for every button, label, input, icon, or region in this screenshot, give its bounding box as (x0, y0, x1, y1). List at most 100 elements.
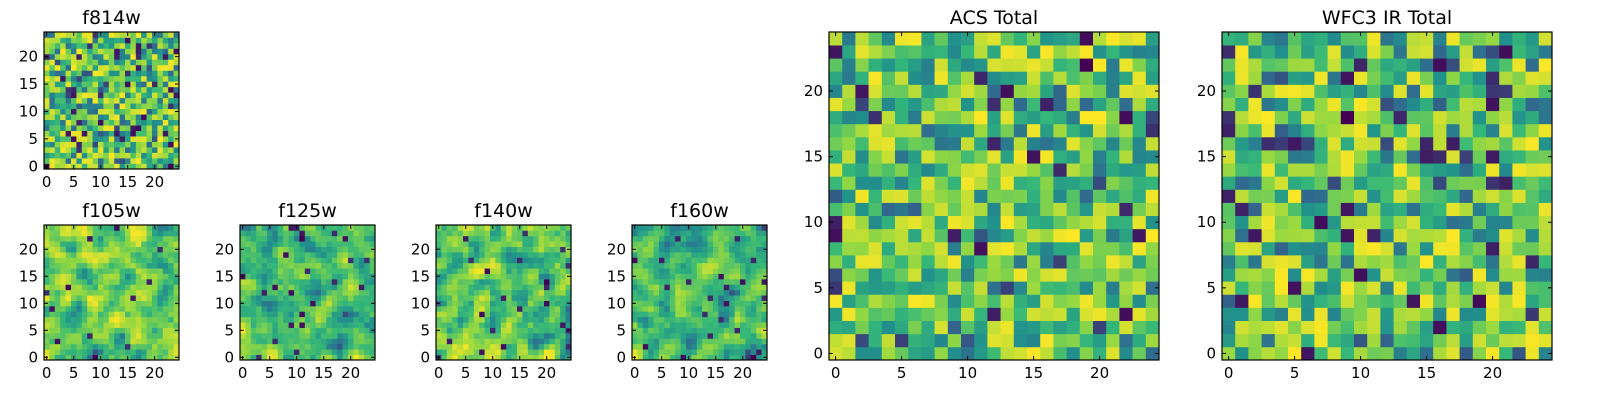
heatmap-cells (44, 32, 180, 170)
heatmap-cell (337, 252, 343, 258)
heatmap-cell (533, 289, 539, 296)
heatmap-cell (1446, 84, 1460, 98)
heatmap-cell (974, 320, 988, 335)
heatmap-cell (664, 284, 671, 291)
heatmap-cell (103, 241, 110, 247)
heatmap-cell (141, 311, 147, 318)
heatmap-cell (452, 268, 458, 274)
heatmap-cell (277, 343, 284, 350)
heatmap-cell (157, 241, 164, 247)
heatmap-cell (60, 246, 66, 253)
heatmap-cell (272, 300, 279, 307)
heatmap-cell (691, 327, 698, 334)
heatmap-cell (108, 75, 115, 82)
heatmap-cell (87, 108, 93, 115)
heatmap-cell (1380, 189, 1394, 203)
heatmap-cell (98, 48, 104, 55)
heatmap-cell (98, 108, 104, 115)
heatmap-cell (1106, 150, 1120, 164)
heatmap-cell (895, 71, 909, 85)
heatmap-cell (267, 300, 273, 307)
heatmap-cell (272, 289, 279, 296)
heatmap-cell (1000, 202, 1015, 217)
heatmap-cell (632, 343, 638, 350)
heatmap-cell (446, 252, 453, 258)
heatmap-cell (642, 246, 649, 253)
heatmap-cell (76, 130, 83, 137)
heatmap-cell (130, 42, 137, 49)
heatmap-cell (436, 343, 442, 350)
heatmap-cell (829, 97, 843, 112)
heatmap-cell (130, 92, 137, 99)
heatmap-cell (92, 273, 99, 280)
heatmap-cell (691, 279, 698, 285)
heatmap-cell (108, 311, 115, 318)
heatmap-cell (947, 333, 962, 348)
heatmap-cell (1459, 84, 1474, 98)
heatmap-cell (1420, 123, 1434, 138)
heatmap-cell (1066, 241, 1081, 256)
heatmap-cell (1000, 228, 1015, 243)
heatmap-cell (54, 289, 61, 296)
heatmap-cell (554, 235, 561, 242)
heatmap-cell (855, 150, 869, 164)
heatmap-cell (60, 316, 66, 323)
heatmap-cell (92, 103, 99, 110)
heatmap-cell (71, 284, 77, 291)
heatmap-cell (71, 92, 77, 99)
heatmap-cell (1472, 281, 1487, 295)
heatmap-cell (157, 306, 164, 312)
heatmap-cell (881, 294, 896, 308)
heatmap-cell (881, 97, 896, 112)
heatmap-cell (1512, 176, 1526, 190)
heatmap-cell (855, 110, 869, 125)
heatmap-cell (1106, 176, 1120, 190)
heatmap-cell (868, 294, 883, 308)
heatmap-cell (348, 252, 354, 258)
heatmap-cell (135, 119, 142, 126)
heatmap-cell (729, 279, 735, 285)
heatmap-cell (125, 103, 131, 110)
heatmap-cell (288, 343, 295, 350)
heatmap-cell (691, 300, 698, 307)
heatmap-cell (653, 311, 660, 318)
heatmap-cell (659, 235, 665, 242)
heatmap-cell (527, 284, 534, 291)
heatmap-cell (632, 316, 638, 323)
heatmap-cell (146, 97, 153, 104)
heatmap-cell (1525, 123, 1540, 138)
heatmap-cell (500, 349, 507, 355)
heatmap-cell (473, 289, 480, 296)
heatmap-cell (1393, 84, 1408, 98)
heatmap-cell (76, 158, 83, 164)
heatmap-cell (1235, 255, 1249, 269)
heatmap-cell (87, 147, 93, 153)
heatmap-cell (326, 338, 333, 345)
heatmap-cell (315, 349, 322, 355)
heatmap-cell (288, 230, 295, 237)
heatmap-cell (54, 268, 61, 274)
heatmap-cell (1525, 333, 1540, 348)
heatmap-cell (162, 119, 169, 126)
heatmap-cell (141, 86, 147, 93)
heatmap-cell (1027, 97, 1041, 112)
heatmap-cell (484, 306, 491, 312)
heatmap-cell (1538, 150, 1553, 164)
heatmap-cell (517, 349, 523, 355)
heatmap-cell (342, 354, 349, 361)
heatmap-cell (152, 241, 158, 247)
heatmap-cell (152, 257, 158, 264)
heatmap-cell (1040, 333, 1054, 348)
heatmap-cell (1145, 110, 1160, 125)
heatmap-cell (707, 300, 714, 307)
heatmap-cell (1079, 71, 1094, 85)
heatmap-cell (1538, 281, 1553, 295)
heatmap-cell (729, 349, 735, 355)
heatmap-cell (1486, 58, 1500, 72)
heatmap-cell (98, 147, 104, 153)
heatmap-cell (92, 252, 99, 258)
heatmap-cell (103, 152, 110, 159)
heatmap-cell (1433, 189, 1447, 203)
heatmap-cell (734, 246, 741, 253)
heatmap-cell (1459, 307, 1474, 321)
